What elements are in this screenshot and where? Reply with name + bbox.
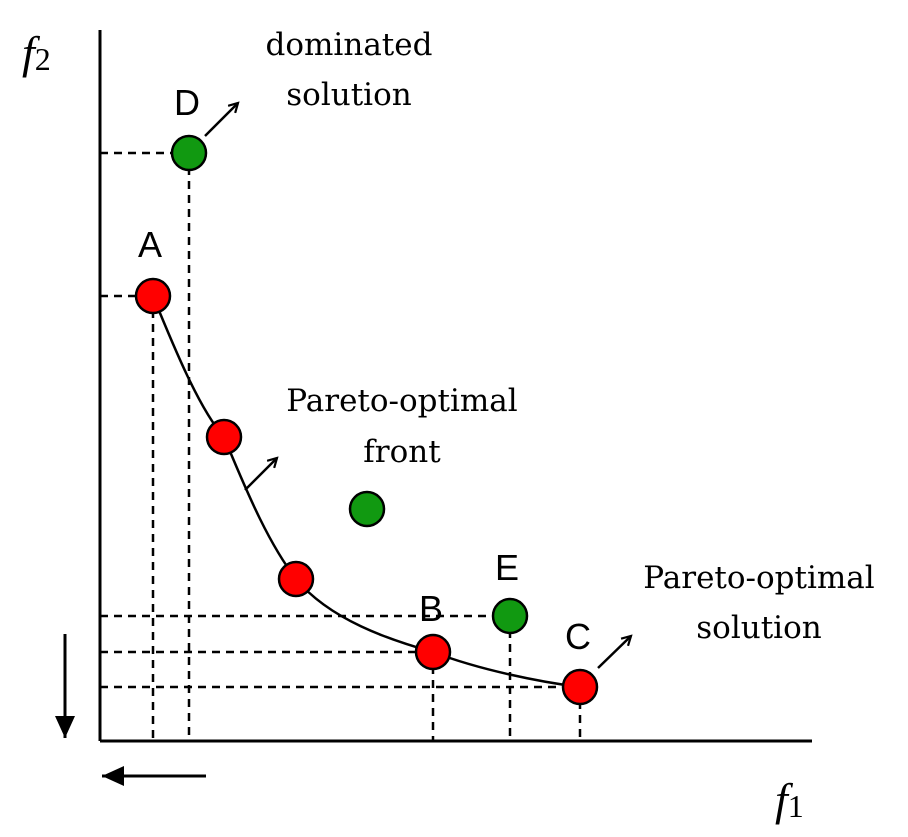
point-a bbox=[134, 277, 172, 315]
solution-text-1: Pareto-optimal bbox=[643, 560, 874, 596]
solution-text-2: solution bbox=[696, 610, 821, 646]
front-text-2: front bbox=[363, 434, 441, 470]
label-b: B bbox=[419, 588, 443, 629]
dominated-text-2: solution bbox=[286, 77, 411, 113]
point-e bbox=[491, 597, 529, 635]
y-axis-label: f2 bbox=[22, 27, 51, 78]
pareto-points bbox=[134, 277, 599, 706]
projection-lines bbox=[100, 151, 582, 741]
label-d: D bbox=[174, 82, 200, 123]
dominated-text-1: dominated bbox=[266, 27, 433, 63]
label-a: A bbox=[138, 224, 162, 265]
x-axis-label-sub: 1 bbox=[788, 788, 804, 824]
arrow-front-normal bbox=[244, 458, 277, 491]
arrow-c-direction bbox=[597, 636, 631, 669]
point-front-2 bbox=[277, 560, 315, 598]
point-c bbox=[561, 668, 599, 706]
x-axis-label: f1 bbox=[775, 774, 804, 825]
y-axis-label-sub: 2 bbox=[35, 41, 51, 77]
label-e: E bbox=[495, 547, 519, 588]
point-b bbox=[414, 633, 452, 671]
point-front-1 bbox=[205, 418, 243, 456]
annotations: dominated solution Pareto-optimal front … bbox=[266, 27, 875, 646]
label-c: C bbox=[565, 616, 591, 657]
point-interior bbox=[348, 490, 386, 528]
dominated-points bbox=[170, 134, 529, 635]
arrow-d-direction bbox=[204, 103, 238, 137]
front-text-1: Pareto-optimal bbox=[286, 383, 517, 419]
point-d bbox=[170, 134, 208, 172]
point-labels: A B C D E bbox=[138, 82, 591, 657]
